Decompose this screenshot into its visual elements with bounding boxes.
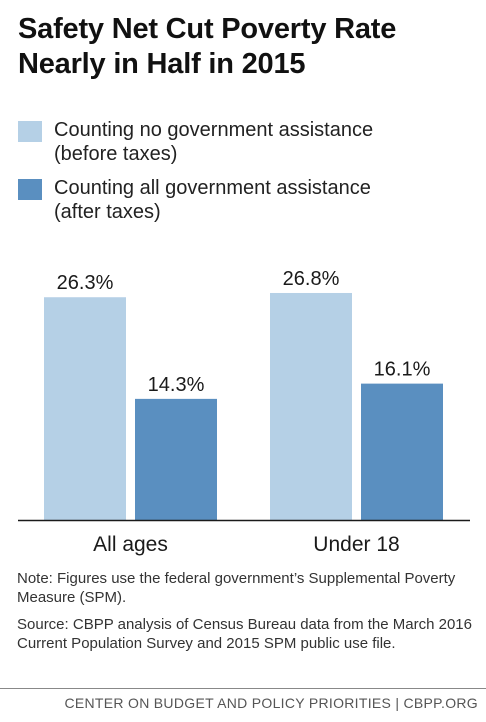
legend-item-after: Counting all government assistance (afte…: [18, 176, 478, 224]
title-line-2: Nearly in Half in 2015: [18, 48, 306, 80]
bar-before-1: [270, 292, 352, 520]
note-text: Note: Figures use the federal government…: [17, 570, 456, 606]
legend-before-line-1: Counting no government assistance: [54, 119, 374, 141]
bar-value-label: 26.8%: [283, 268, 340, 290]
legend-before-line-2: (before taxes): [54, 143, 178, 165]
bar-value-label: 26.3%: [57, 272, 114, 294]
source-text: Source: CBPP analysis of Census Bureau d…: [17, 616, 472, 652]
x-tick-label: Under 18: [313, 533, 399, 556]
bar-after-1: [361, 383, 443, 520]
bar-value-label: 14.3%: [148, 374, 205, 396]
legend-swatch-after: [18, 179, 42, 200]
legend: Counting no government assistance (befor…: [18, 118, 478, 234]
legend-item-before: Counting no government assistance (befor…: [18, 118, 478, 166]
legend-after-line-1: Counting all government assistance: [54, 177, 371, 199]
bar-value-label: 16.1%: [374, 359, 431, 381]
legend-after-line-2: (after taxes): [54, 201, 161, 223]
bar-after-0: [135, 398, 217, 520]
chart-title: Safety Net Cut Poverty Rate Nearly in Ha…: [18, 12, 473, 82]
notes: Note: Figures use the federal government…: [17, 569, 472, 661]
legend-swatch-before: [18, 121, 42, 142]
footer-credit: CENTER ON BUDGET AND POLICY PRIORITIES |…: [64, 695, 478, 711]
bar-before-0: [44, 297, 126, 520]
footer-divider: [0, 688, 486, 689]
title-line-1: Safety Net Cut Poverty Rate: [18, 13, 397, 45]
x-tick-label: All ages: [93, 533, 168, 556]
